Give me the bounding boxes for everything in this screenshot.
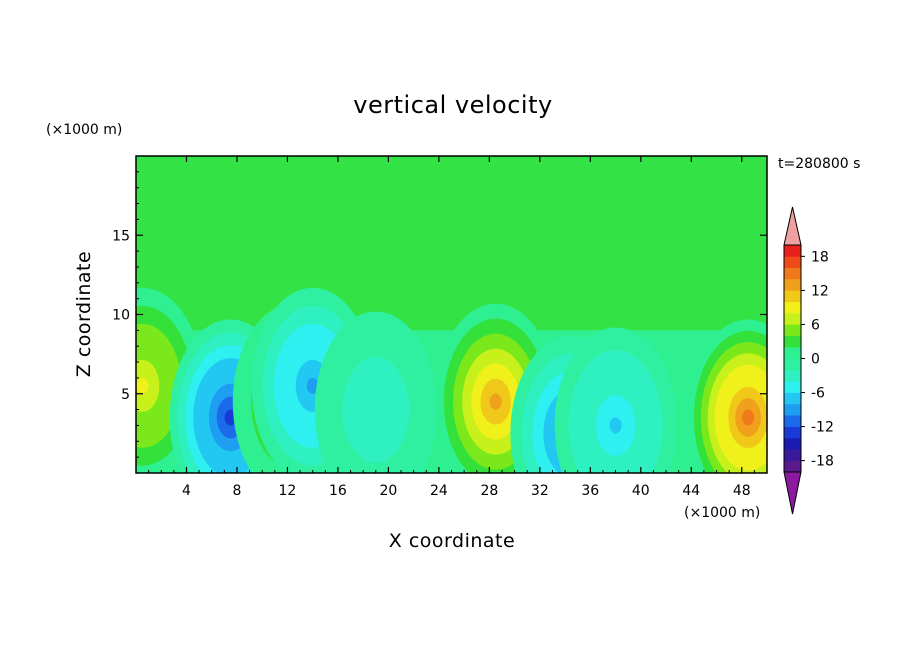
field-feature xyxy=(314,311,437,473)
y-axis: 5 10 15 xyxy=(112,171,767,458)
plot-area xyxy=(136,156,767,473)
time-label: t=280800 s xyxy=(778,156,860,172)
x-tick-label: 48 xyxy=(733,483,751,499)
colorbar-over-arrow xyxy=(783,206,802,246)
colorbar-tick-label: 6 xyxy=(811,317,820,333)
x-tick-label: 44 xyxy=(682,483,700,499)
colorbar-tick-label: -12 xyxy=(811,420,834,436)
x-tick-label: 36 xyxy=(581,483,599,499)
colorbar-band xyxy=(784,301,801,314)
x-tick-label: 28 xyxy=(480,483,498,499)
colorbar-band xyxy=(784,290,801,303)
colorbar-tick-label: 18 xyxy=(811,249,829,265)
contour-band xyxy=(369,401,382,418)
chart-title: vertical velocity xyxy=(353,91,552,119)
colorbar-band xyxy=(784,256,801,268)
colorbar-band xyxy=(784,460,801,473)
x-tick-label: 32 xyxy=(531,483,549,499)
y-tick-label: 10 xyxy=(112,308,130,324)
colorbar-band xyxy=(784,437,801,450)
colorbar-band xyxy=(784,358,801,371)
colorbar-band xyxy=(784,245,801,257)
contour-band xyxy=(136,377,149,394)
colorbar-tick-label: 0 xyxy=(811,352,820,368)
x-axis-unit: (×1000 m) xyxy=(684,505,760,521)
field-upper-region xyxy=(136,156,767,331)
x-tick-label: 16 xyxy=(329,483,347,499)
y-tick-label: 15 xyxy=(112,228,130,244)
y-tick-label: 5 xyxy=(121,387,130,403)
x-axis-label: X coordinate xyxy=(389,530,515,552)
colorbar-band xyxy=(784,403,801,416)
colorbar-band xyxy=(784,313,801,325)
colorbar-under-arrow xyxy=(783,471,802,515)
colorbar-band xyxy=(784,335,801,348)
field-feature xyxy=(554,327,677,473)
x-tick-label: 8 xyxy=(232,483,241,499)
x-tick-label: 4 xyxy=(182,483,191,499)
contour-band xyxy=(742,409,755,426)
x-tick-label: 24 xyxy=(430,483,448,499)
colorbar-band xyxy=(784,415,801,427)
colorbar-band xyxy=(784,267,801,280)
colorbar-tick-label: 12 xyxy=(811,283,829,299)
colorbar-tick-label: -6 xyxy=(811,386,825,402)
y-axis-unit: (×1000 m) xyxy=(46,122,122,138)
x-tick-label: 12 xyxy=(279,483,297,499)
y-axis-label: Z coordinate xyxy=(73,251,95,377)
colorbar-band xyxy=(784,381,801,393)
colorbar-band xyxy=(784,369,801,382)
x-axis: 4 8 12 16 20 24 28 32 36 40 44 48 xyxy=(148,156,755,499)
colorbar-band xyxy=(784,449,801,461)
colorbar: 18 12 6 0 -6 -12 -18 xyxy=(783,206,834,515)
colorbar-band xyxy=(784,392,801,405)
x-tick-label: 20 xyxy=(379,483,397,499)
colorbar-band xyxy=(784,279,801,291)
colorbar-tick-label: -18 xyxy=(811,454,834,470)
colorbar-band xyxy=(784,324,801,337)
contour-band xyxy=(306,377,319,394)
colorbar-band xyxy=(784,347,801,359)
field-feature xyxy=(687,319,767,473)
colorbar-band xyxy=(784,426,801,439)
contour-band xyxy=(489,393,502,410)
contour-band xyxy=(609,417,622,434)
x-tick-label: 40 xyxy=(632,483,650,499)
